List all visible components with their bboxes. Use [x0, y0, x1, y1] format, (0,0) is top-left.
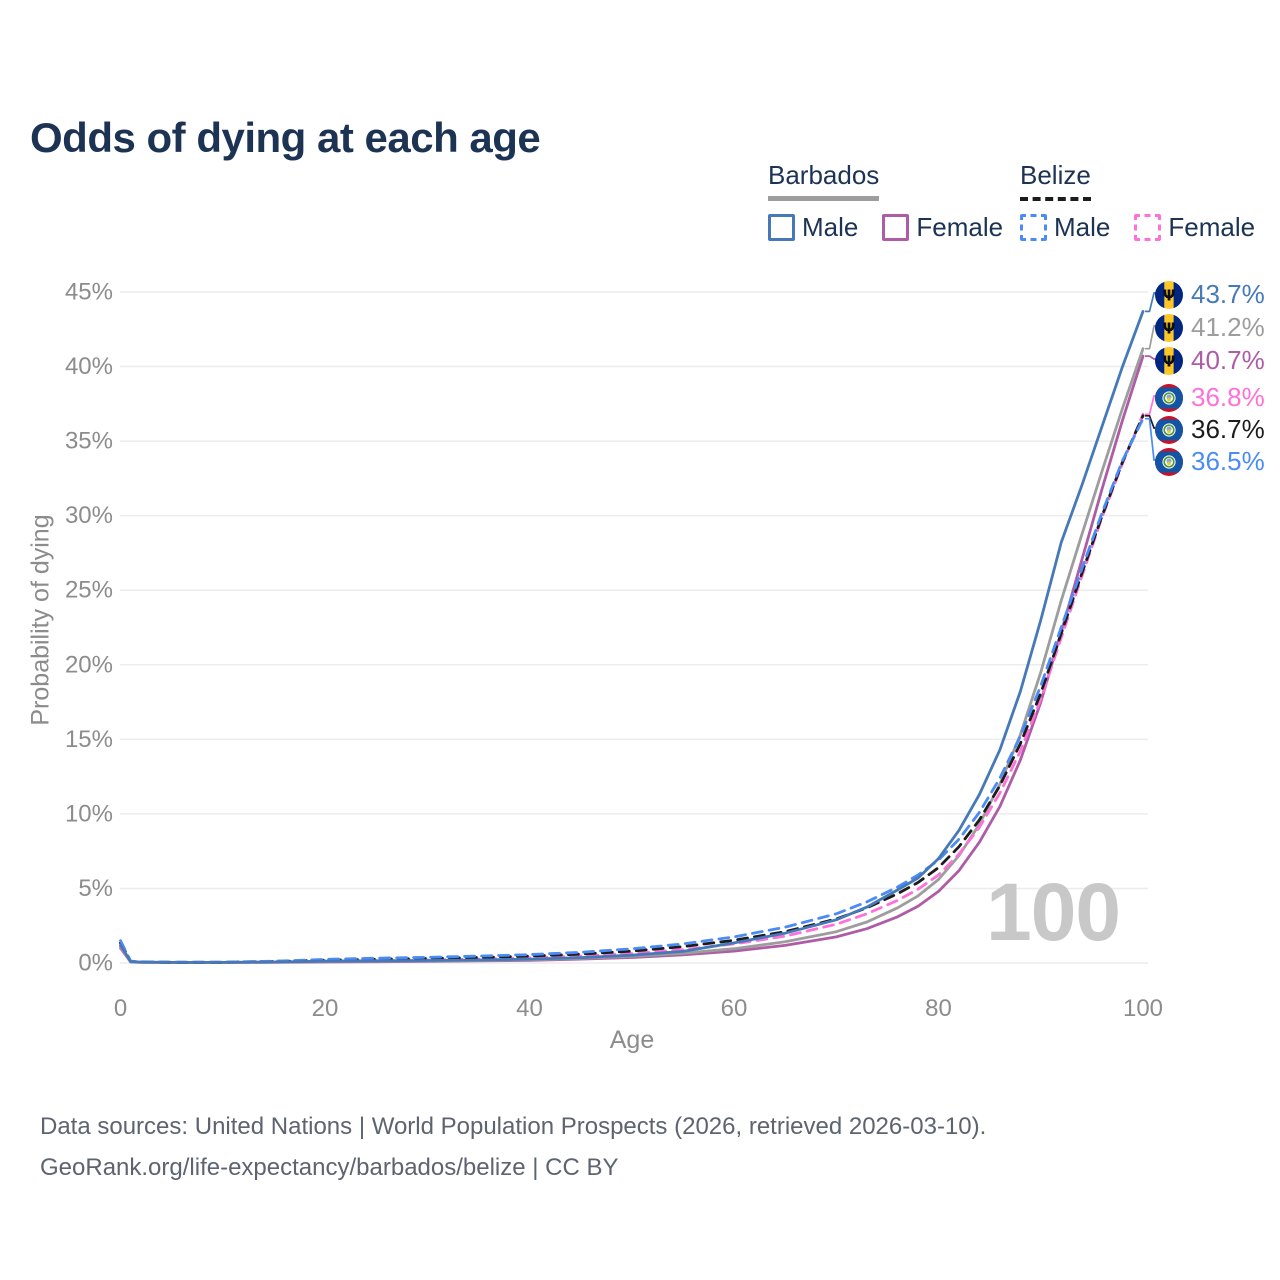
end-label-value: 36.7%: [1191, 414, 1265, 444]
legend-group-title-belize: Belize: [1020, 160, 1091, 201]
barbados-flag-icon: Ψ: [1155, 313, 1183, 342]
barbados-male-swatch-icon: [768, 214, 795, 241]
series-end-label-barbados_male: Ψ 43.7%: [1155, 279, 1265, 310]
belize-flag-icon: [1155, 415, 1183, 444]
belize-male-swatch-icon: [1020, 214, 1047, 241]
series-end-label-barbados_total: Ψ 41.2%: [1155, 312, 1265, 343]
hover-age-watermark: 100: [986, 867, 1121, 958]
y-tick-label: 0%: [78, 950, 113, 977]
y-tick-label: 25%: [65, 577, 113, 604]
series-end-label-belize_total: 36.7%: [1155, 414, 1265, 445]
legend-label-belize-male: Male: [1054, 212, 1111, 242]
legend-group-belize: Belize Male Female: [1020, 160, 1255, 243]
footer-attribution: GeoRank.org/life-expectancy/barbados/bel…: [40, 1154, 619, 1181]
x-tick-label: 40: [516, 995, 543, 1022]
svg-text:Ψ: Ψ: [1163, 319, 1176, 337]
belize-flag-icon: [1155, 447, 1183, 476]
page-title: Odds of dying at each age: [30, 114, 541, 162]
x-tick-label: 60: [721, 995, 748, 1022]
series-line-barbados_male[interactable]: [119, 310, 1145, 964]
end-label-value: 36.5%: [1191, 446, 1265, 476]
barbados-flag-icon: Ψ: [1155, 346, 1183, 375]
x-tick-label: 100: [1123, 995, 1163, 1022]
x-tick-label: 20: [312, 995, 339, 1022]
legend-label-barbados-male: Male: [802, 212, 859, 242]
legend-label-barbados-female: Female: [916, 212, 1004, 242]
footer: Data sources: United Nations | World Pop…: [40, 1106, 986, 1188]
x-tick-label: 0: [114, 995, 127, 1022]
end-label-value: 36.8%: [1191, 382, 1265, 412]
legend-item-belize-male[interactable]: Male: [1020, 212, 1110, 243]
y-tick-label: 35%: [65, 428, 113, 455]
y-tick-label: 5%: [78, 875, 113, 902]
end-label-value: 40.7%: [1191, 345, 1265, 375]
legend-item-barbados-male[interactable]: Male: [768, 212, 858, 243]
y-tick-label: 20%: [65, 651, 113, 678]
legend-group-barbados: Barbados Male Female: [768, 160, 1003, 243]
series-end-label-belize_male: 36.5%: [1155, 446, 1265, 477]
svg-text:Ψ: Ψ: [1163, 286, 1176, 304]
legend-item-belize-female[interactable]: Female: [1134, 212, 1255, 243]
series-end-label-belize_female: 36.8%: [1155, 382, 1265, 413]
series-line-belize_male[interactable]: [119, 417, 1145, 964]
legend-item-barbados-female[interactable]: Female: [882, 212, 1003, 243]
end-label-value: 41.2%: [1191, 312, 1265, 342]
x-axis-title: Age: [609, 1026, 655, 1054]
barbados-flag-icon: Ψ: [1155, 280, 1183, 309]
y-tick-label: 10%: [65, 800, 113, 827]
y-axis-title: Probability of dying: [26, 514, 55, 726]
series-end-label-barbados_female: Ψ 40.7%: [1155, 345, 1265, 376]
x-tick-label: 80: [925, 995, 952, 1022]
footer-data-sources: Data sources: United Nations | World Pop…: [40, 1113, 987, 1140]
end-label-value: 43.7%: [1191, 279, 1265, 309]
y-tick-label: 15%: [65, 726, 113, 753]
y-tick-label: 45%: [65, 279, 113, 306]
belize-female-swatch-icon: [1134, 214, 1162, 241]
legend-group-title-barbados: Barbados: [768, 160, 880, 201]
y-tick-label: 30%: [65, 502, 113, 529]
belize-flag-icon: [1155, 383, 1183, 412]
barbados-female-swatch-icon: [882, 214, 910, 241]
svg-text:Ψ: Ψ: [1163, 352, 1176, 370]
legend-label-belize-female: Female: [1168, 212, 1256, 242]
y-tick-label: 40%: [65, 353, 113, 380]
